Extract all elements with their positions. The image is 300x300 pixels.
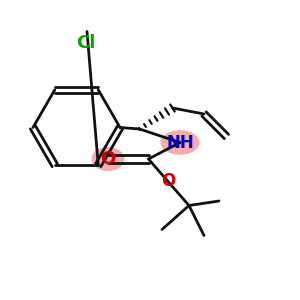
Text: O: O (161, 172, 175, 190)
Text: Cl: Cl (76, 34, 95, 52)
Ellipse shape (160, 130, 200, 155)
Text: NH: NH (166, 134, 194, 152)
Ellipse shape (92, 147, 124, 171)
Text: O: O (100, 150, 116, 168)
